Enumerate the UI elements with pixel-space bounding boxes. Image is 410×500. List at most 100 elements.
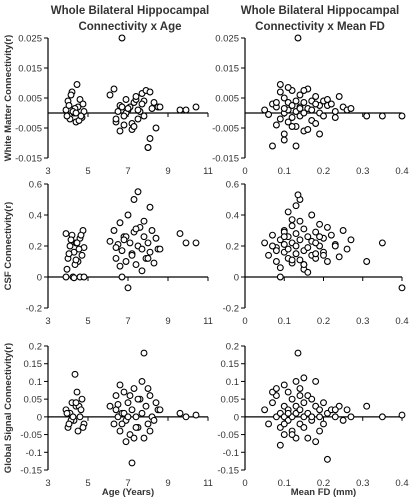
- csf-age-ytick-label: 0.6: [29, 180, 42, 191]
- csf-age-point: [176, 230, 184, 238]
- gs-age-point: [116, 427, 124, 435]
- wm-fd-xtick-label: 0.1: [278, 166, 291, 177]
- csf-fd-point: [292, 230, 300, 238]
- gs-fd-point: [316, 427, 324, 435]
- csf-age-point: [118, 273, 126, 281]
- csf-fd-point: [300, 225, 308, 233]
- wm-age-point: [77, 112, 85, 120]
- csf-age-point: [140, 233, 148, 241]
- wm-age-point: [134, 115, 142, 123]
- gs-age-point: [150, 416, 158, 424]
- gs-age-point: [76, 413, 84, 421]
- csf-age-xtick-label: 5: [85, 316, 90, 327]
- csf-age-ytick-label: -0.2: [26, 304, 42, 315]
- csf-age-point: [130, 196, 138, 203]
- wm-age-point: [176, 106, 184, 114]
- gs-age-point: [128, 406, 136, 414]
- csf-age-point: [80, 273, 88, 281]
- csf-fd-point: [296, 256, 304, 264]
- csf-age-point: [146, 248, 154, 256]
- gs-age-point: [77, 406, 85, 414]
- gs-fd-point: [280, 431, 288, 439]
- right-title-line2: Connectivity x Mean FD: [255, 21, 385, 33]
- csf-age-y-axis-title: CSF Connectivity(r): [3, 202, 14, 291]
- csf-age-point: [66, 242, 74, 250]
- csf-fd-point: [269, 242, 276, 250]
- gs-age-xtick-label: 3: [45, 478, 50, 489]
- gs-age-point: [128, 459, 136, 467]
- csf-fd-point: [398, 284, 406, 292]
- wm-fd-point: [276, 115, 284, 123]
- wm-fd-point: [288, 102, 296, 109]
- wm-fd-point: [280, 130, 288, 138]
- csf-age-point: [126, 239, 134, 247]
- csf-fd-point: [284, 245, 292, 253]
- gs-age-point: [132, 424, 140, 431]
- gs-fd-point: [288, 395, 296, 403]
- gs-age-xtick-label: 9: [165, 478, 170, 489]
- gs-fd-point: [280, 381, 288, 389]
- wm-fd-point: [335, 93, 343, 100]
- csf-fd-xtick-label: 0.2: [317, 316, 330, 327]
- csf-age-point: [120, 236, 128, 244]
- wm-age-point: [192, 103, 200, 111]
- csf-fd-point: [280, 241, 288, 248]
- wm-fd-point: [261, 106, 269, 114]
- gs-age-point: [114, 401, 122, 408]
- gs-age-point: [176, 409, 184, 417]
- csf-fd-point: [288, 216, 296, 224]
- wm-age-point: [63, 112, 71, 120]
- gs-age-ytick-label: -0.05: [20, 430, 42, 441]
- gs-fd-point: [300, 399, 308, 407]
- wm-fd-point: [323, 96, 331, 103]
- wm-fd-point: [320, 112, 327, 120]
- gs-fd-ytick-label: 0.05: [221, 395, 240, 406]
- gs-fd-point: [320, 399, 327, 407]
- gs-age-ytick-label: 0.2: [29, 342, 42, 353]
- gs-age-y-axis-title: Global Signal Connectivity(r): [3, 343, 14, 473]
- csf-age-point: [112, 244, 120, 252]
- wm-fd-point: [288, 114, 296, 121]
- csf-fd-point: [288, 222, 296, 230]
- gs-fd-point: [288, 431, 296, 439]
- wm-age-point: [148, 105, 156, 112]
- gs-fd-point: [294, 349, 302, 357]
- right-title-line1: Whole Bilateral Hippocampal: [241, 5, 399, 17]
- gs-age-point: [79, 424, 87, 431]
- gs-age-point: [192, 411, 200, 419]
- csf-age-point: [134, 188, 142, 196]
- wm-age-point: [116, 127, 124, 135]
- wm-fd-point: [312, 100, 320, 108]
- wm-age-point: [150, 99, 158, 106]
- csf-fd-ytick-label: 0.2: [226, 242, 239, 253]
- gs-fd-ytick-label: 0.1: [226, 377, 239, 388]
- csf-age-point: [138, 245, 146, 253]
- csf-age-point: [132, 225, 140, 233]
- wm-fd-point: [300, 109, 308, 117]
- gs-fd-point: [316, 413, 324, 421]
- wm-fd-point: [300, 99, 308, 106]
- wm-fd-ytick-label: -0.005: [212, 124, 239, 135]
- wm-fd-xtick-label: 0.3: [356, 166, 369, 177]
- gs-age-point: [112, 392, 120, 400]
- gs-fd-point: [378, 413, 386, 421]
- csf-age-point: [116, 219, 124, 227]
- gs-fd-point: [272, 385, 280, 392]
- wm-fd-xtick-label: 0.2: [317, 166, 330, 177]
- gs-fd-xtick-label: 0.4: [395, 478, 408, 489]
- wm-age-point: [67, 91, 75, 99]
- csf-age-point: [192, 239, 200, 247]
- wm-age-point: [106, 91, 114, 99]
- wm-fd-point: [280, 136, 288, 144]
- wm-fd-point: [363, 112, 371, 120]
- gs-age-point: [78, 395, 86, 403]
- gs-age-point: [69, 413, 77, 421]
- wm-fd-point: [312, 120, 320, 127]
- csf-fd-point: [284, 208, 292, 216]
- csf-age-point: [75, 245, 83, 253]
- csf-age-point: [106, 237, 114, 245]
- csf-fd-point: [272, 247, 280, 255]
- wm-fd-xtick-label: 0.4: [395, 166, 408, 177]
- wm-age-ytick-label: -0.015: [15, 154, 42, 165]
- csf-age-xtick-label: 9: [165, 316, 170, 327]
